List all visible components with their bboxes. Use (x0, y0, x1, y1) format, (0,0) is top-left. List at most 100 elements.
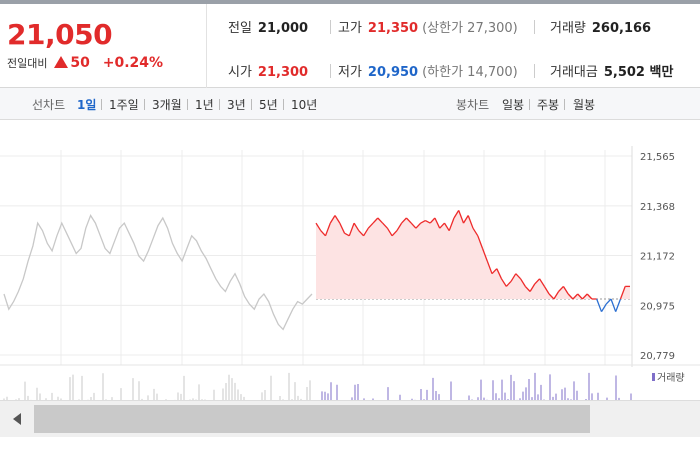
series-today-segment (477, 235, 484, 249)
series-today-segment (348, 222, 355, 237)
series-today-segment (581, 293, 588, 300)
scroll-thumb[interactable] (34, 405, 590, 433)
series-today-segment (472, 227, 479, 237)
series-today-segment (391, 230, 398, 237)
candle-monthly[interactable]: 월봉 (573, 98, 596, 112)
prev-close-stat: 전일 21,000 (228, 17, 308, 36)
series-today-segment (377, 217, 384, 224)
series-today-segment (524, 285, 531, 292)
series-today-segment (329, 215, 336, 224)
left-arrow-icon (13, 413, 21, 425)
series-today-segment (420, 220, 426, 224)
period-1y[interactable]: 1년 (195, 98, 214, 112)
period-3m[interactable]: 3개월 (152, 98, 182, 112)
series-today-segment (548, 293, 555, 300)
volume-label: 거래량 (550, 21, 586, 36)
series-today-segment (486, 260, 493, 274)
series-today-segment (481, 248, 488, 262)
series-today-segment (615, 298, 622, 312)
lower-limit: (하한가 14,700) (422, 65, 518, 80)
series-today-segment (396, 222, 403, 232)
low-stat: 저가 20,950 (하한가 14,700) (338, 61, 518, 80)
series-today-segment (491, 268, 498, 275)
period-5y[interactable]: 5년 (259, 98, 278, 112)
chart-scrollbar[interactable] (0, 400, 700, 437)
y-tick-label: 21,565 (640, 152, 675, 163)
open-label: 시가 (228, 65, 252, 80)
series-today-segment (315, 222, 322, 232)
series-today-segment (543, 286, 550, 295)
price-chart: 21,565 21,368 21,172 20,975 20,779 거래량 (0, 146, 700, 402)
candle-chart-label: 봉차트 (456, 98, 490, 112)
series-today-segment (458, 210, 465, 224)
stock-summary: 21,050 전일대비 50 +0.24% 전일 21,000 시가 21,300 … (0, 0, 700, 88)
series-today-segment (453, 210, 460, 219)
open-value: 21,300 (257, 65, 309, 80)
series-today-segment (344, 232, 350, 237)
series-today-segment (586, 293, 593, 300)
low-label: 저가 (338, 65, 362, 80)
series-today-segment (510, 273, 517, 282)
series-today-segment (415, 222, 422, 229)
series-today-segment (577, 293, 583, 300)
series-today-segment (515, 273, 522, 280)
series-today-segment (372, 217, 379, 224)
scroll-left-button[interactable] (0, 401, 34, 437)
series-today-segment (448, 217, 455, 231)
series-today-segment (382, 222, 388, 229)
series-today-segment (534, 278, 541, 285)
series-today-segment (600, 303, 607, 313)
series-today-segment (462, 215, 469, 224)
series-today-segment (539, 278, 545, 287)
open-stat: 시가 21,300 (228, 61, 308, 80)
amount-stat: 거래대금 5,502 백만 (550, 61, 673, 80)
volume-legend-label: 거래량 (657, 372, 685, 384)
y-tick-label: 21,172 (640, 252, 675, 263)
y-tick-label: 20,779 (640, 351, 675, 362)
up-triangle-icon (54, 56, 69, 68)
series-today-segment (529, 283, 536, 292)
volume-legend-swatch (652, 373, 655, 381)
prev-close-value: 21,000 (257, 21, 309, 36)
series-today-segment (401, 217, 407, 224)
series-today-segment (619, 286, 626, 300)
series-today-segment (353, 222, 360, 232)
candle-weekly[interactable]: 주봉 (537, 98, 560, 112)
period-1d[interactable]: 1일 (77, 98, 97, 112)
series-today-segment (429, 217, 436, 224)
period-10y[interactable]: 10년 (291, 98, 318, 112)
series-today-segment (358, 230, 365, 237)
series-today-segment (334, 215, 341, 224)
series-today-segment (505, 280, 512, 287)
change-amount: 50 (70, 55, 90, 71)
change-percent: +0.24% (102, 55, 164, 71)
change-row: 전일대비 50 +0.24% (7, 55, 163, 71)
series-today-segment (572, 293, 579, 300)
series-today-segment (467, 215, 474, 229)
series-today-segment (405, 217, 412, 224)
prev-close-label: 전일 (228, 21, 252, 36)
high-value: 21,350 (367, 21, 419, 36)
series-today-segment (320, 230, 326, 237)
candle-daily[interactable]: 일봉 (502, 98, 525, 112)
series-today-segment (425, 220, 431, 224)
y-tick-label: 20,975 (640, 301, 675, 312)
volume-stat: 거래량 260,166 (550, 17, 651, 36)
period-1w[interactable]: 1주일 (109, 98, 139, 112)
series-today-segment (605, 298, 612, 305)
series-today-segment (496, 268, 503, 280)
chart-toolbar: 선차트 1일 1주일 3개월 1년 3년 5년 10년 봉차트 일봉 주봉 월봉 (0, 88, 700, 120)
y-tick-label: 21,368 (640, 202, 675, 213)
period-3y[interactable]: 3년 (227, 98, 246, 112)
series-today-segment (500, 278, 507, 287)
series-prior-day (3, 214, 313, 331)
amount-value: 5,502 백만 (603, 65, 674, 80)
series-today-segment (386, 227, 393, 237)
upper-limit: (상한가 27,300) (422, 21, 518, 36)
series-today-segment (567, 293, 574, 300)
area-today-fill (316, 210, 630, 300)
series-today-segment (596, 298, 603, 312)
series-today-segment (434, 217, 441, 229)
series-today-segment (562, 286, 569, 295)
series-today-segment (367, 222, 374, 229)
